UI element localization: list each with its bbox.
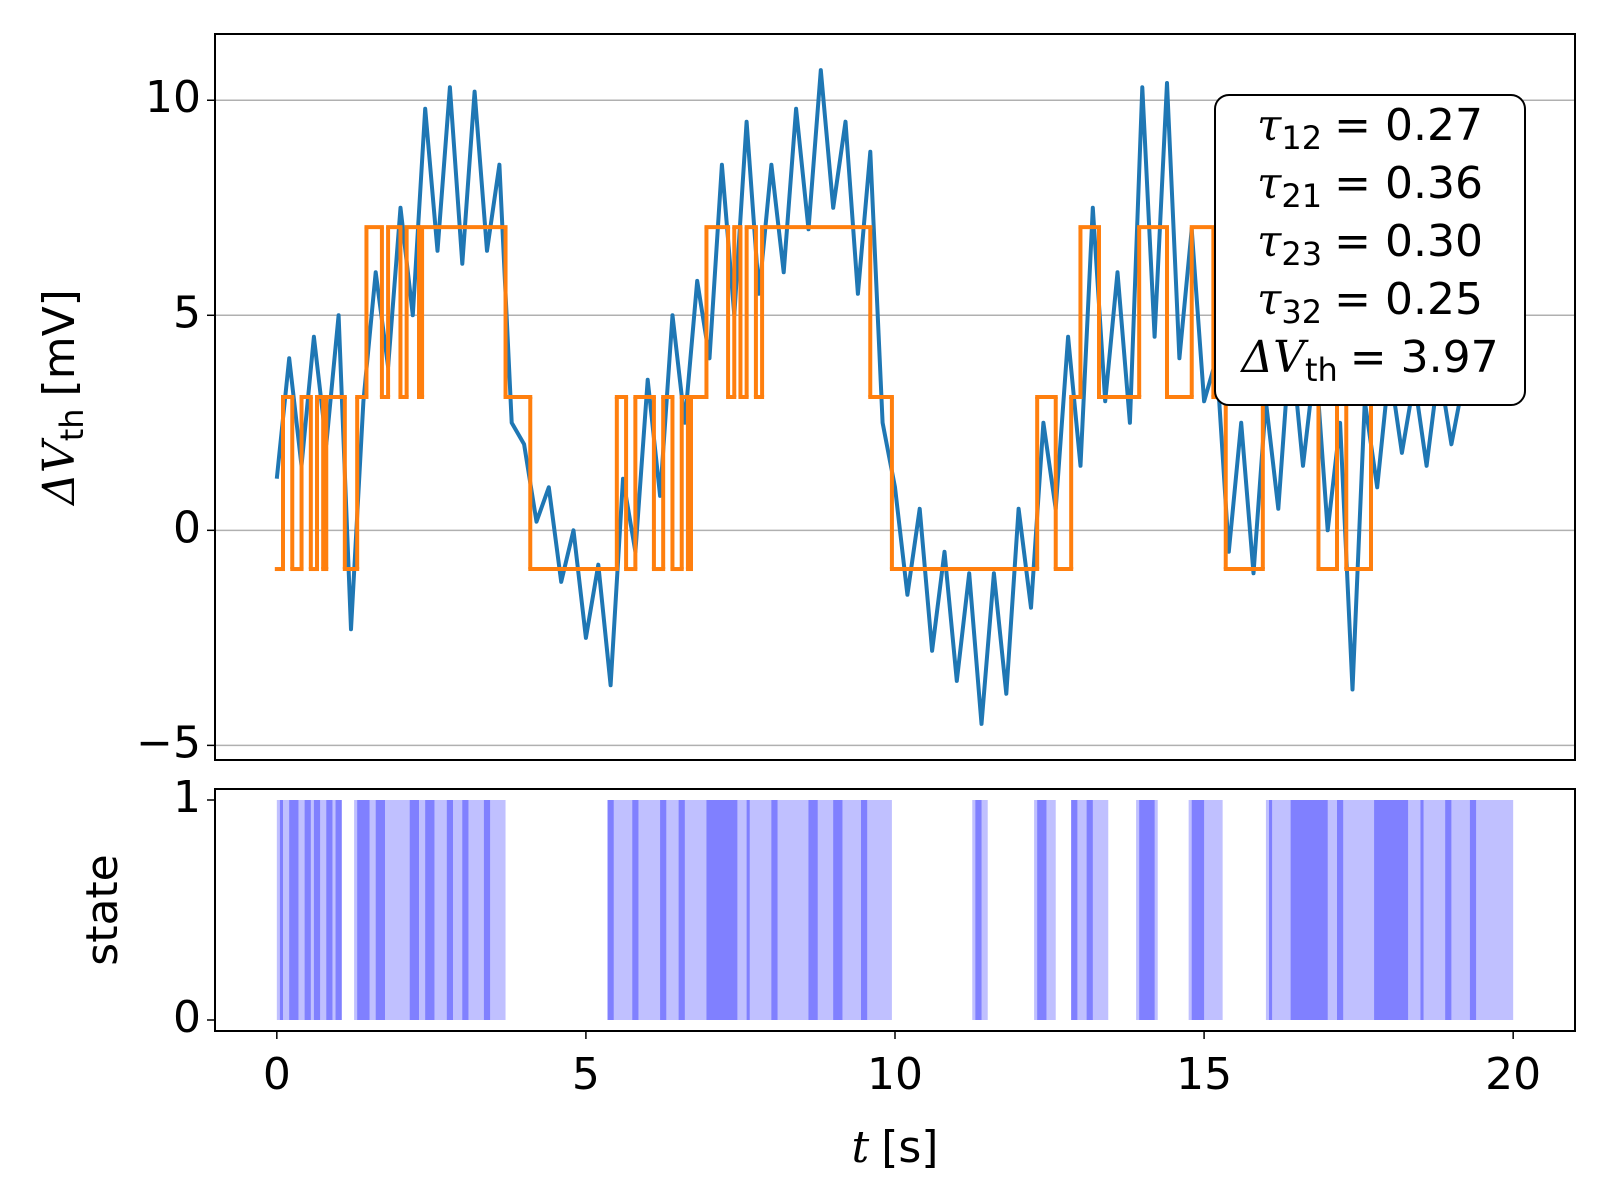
- annotation-symbol: τ: [1257, 216, 1282, 267]
- annotation-subscript: 21: [1281, 177, 1322, 215]
- state-span: [660, 800, 667, 1020]
- annotation-text: = 3.97: [1350, 332, 1499, 383]
- y-tick-label: 1: [173, 772, 201, 823]
- y-axis-label-text: [mV]: [34, 289, 85, 396]
- state-span: [375, 800, 385, 1020]
- state-span: [771, 800, 778, 1020]
- state-span: [313, 800, 321, 1020]
- annotation: τ32 = 0.25: [1257, 274, 1483, 332]
- state-span: [607, 800, 892, 1020]
- axes-frame: [214, 788, 1576, 1032]
- x-tick-label: 10: [867, 1049, 923, 1100]
- annotation-box: [1214, 94, 1526, 406]
- state-span: [1445, 800, 1452, 1020]
- y-axis-label: ΔVth [mV]: [34, 289, 92, 507]
- state-span: [833, 800, 843, 1020]
- state-span: [706, 800, 738, 1020]
- state-span: [446, 800, 453, 1020]
- state-span: [1191, 800, 1205, 1020]
- x-tick-label: 15: [1176, 1049, 1232, 1100]
- x-axis-label: t [s]: [852, 1122, 939, 1174]
- state-span: [425, 800, 435, 1020]
- state-span: [1269, 800, 1273, 1020]
- y-tick-label: −5: [136, 717, 201, 768]
- annotation-text: = 0.30: [1334, 216, 1483, 267]
- annotation-text: = 0.27: [1334, 100, 1483, 151]
- annotation-subscript: 32: [1281, 293, 1322, 331]
- x-axis-label-symbol: t: [852, 1122, 870, 1173]
- annotation-symbol: τ: [1257, 158, 1282, 209]
- y-axis-label-symbol: ΔV: [34, 437, 85, 507]
- state-span: [975, 800, 982, 1020]
- annotation-symbol: ΔV: [1239, 332, 1309, 383]
- y-tick-label: 10: [145, 72, 201, 123]
- annotation: τ12 = 0.27: [1257, 100, 1483, 158]
- annotation-subscript: 12: [1281, 119, 1322, 157]
- annotation-subscript: th: [1305, 351, 1338, 389]
- y-tick-label: 5: [173, 287, 201, 338]
- annotation-text: = 0.25: [1334, 274, 1483, 325]
- state-span: [1139, 800, 1155, 1020]
- annotation-symbol: τ: [1257, 274, 1282, 325]
- state-span: [289, 800, 299, 1020]
- state-span: [746, 800, 750, 1020]
- annotation: ΔVth = 3.97: [1239, 332, 1498, 390]
- annotation: τ23 = 0.30: [1257, 216, 1483, 274]
- y-tick-label: 0: [173, 502, 201, 553]
- state-span: [678, 800, 685, 1020]
- x-tick-label: 5: [572, 1049, 600, 1100]
- state-span: [462, 800, 469, 1020]
- x-axis-label-text: [s]: [881, 1122, 938, 1173]
- state-span: [1374, 800, 1409, 1020]
- annotation-symbol: τ: [1257, 100, 1282, 151]
- state-span: [1420, 800, 1424, 1020]
- state-span: [483, 800, 491, 1020]
- y-axis-label-subscript: th: [53, 408, 91, 441]
- state-span: [326, 800, 333, 1020]
- annotation-text: = 0.36: [1334, 158, 1483, 209]
- state-span: [607, 800, 614, 1020]
- state-span: [1037, 800, 1047, 1020]
- state-span: [1469, 800, 1477, 1020]
- state-span: [279, 800, 283, 1020]
- y-axis-label: state: [77, 854, 128, 965]
- state-span: [1290, 800, 1328, 1020]
- state-span: [632, 800, 639, 1020]
- annotation-subscript: 23: [1281, 235, 1322, 273]
- state-span: [1071, 800, 1078, 1020]
- y-tick-label: 0: [173, 992, 201, 1043]
- x-tick-label: 20: [1485, 1049, 1541, 1100]
- state-span: [335, 800, 342, 1020]
- annotation: τ21 = 0.36: [1257, 158, 1483, 216]
- state-span: [304, 800, 311, 1020]
- state-span: [409, 800, 419, 1020]
- state-span: [357, 800, 370, 1020]
- x-tick-label: 0: [263, 1049, 291, 1100]
- axes-frame: [214, 33, 1576, 761]
- state-span: [861, 800, 868, 1020]
- state-span: [1337, 800, 1344, 1020]
- state-span: [808, 800, 818, 1020]
- state-span: [1086, 800, 1093, 1020]
